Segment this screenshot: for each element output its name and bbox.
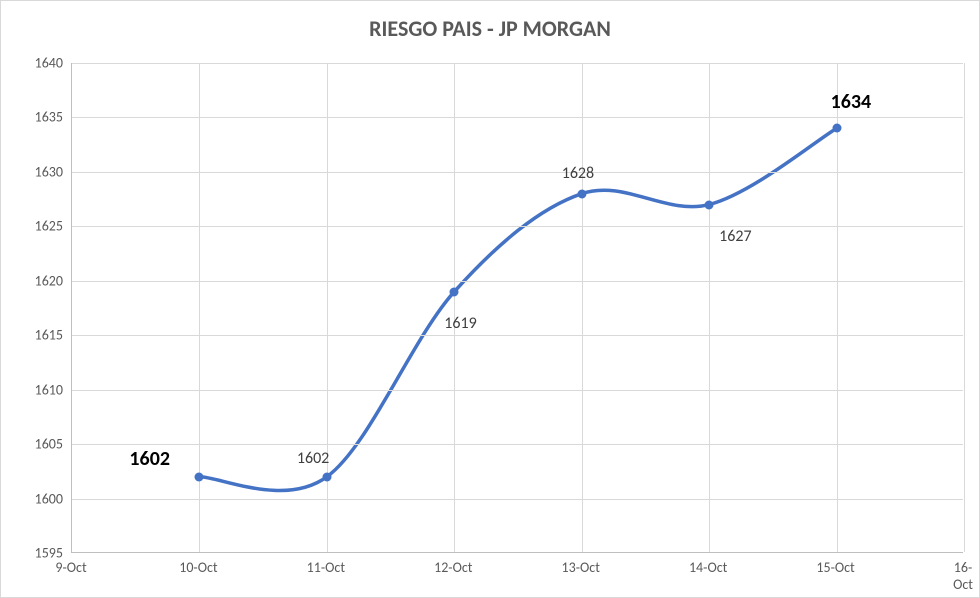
- data-point-marker: [705, 200, 714, 209]
- grid-line-horizontal: [72, 390, 963, 391]
- grid-line-horizontal: [72, 172, 963, 173]
- grid-line-vertical: [964, 63, 965, 552]
- data-point-label: 1602: [297, 449, 329, 468]
- y-axis-tick-label: 1625: [19, 218, 63, 235]
- x-axis-tick-label: 10-Oct: [179, 559, 217, 576]
- x-axis-tick-label: 14-Oct: [689, 559, 727, 576]
- data-point-marker: [195, 472, 204, 481]
- y-axis-tick-label: 1610: [19, 381, 63, 398]
- x-axis-tick-label: 12-Oct: [434, 559, 472, 576]
- data-point-label: 1602: [129, 447, 170, 471]
- grid-line-horizontal: [72, 63, 963, 64]
- grid-line-horizontal: [72, 226, 963, 227]
- data-point-label: 1627: [719, 227, 751, 246]
- x-axis-tick-label: 9-Oct: [55, 559, 86, 576]
- grid-line-horizontal: [72, 281, 963, 282]
- y-axis-tick-label: 1600: [19, 490, 63, 507]
- x-axis-tick-label: 13-Oct: [562, 559, 600, 576]
- x-axis-tick-label: 15-Oct: [816, 559, 854, 576]
- y-axis-tick-label: 1630: [19, 163, 63, 180]
- data-point-label: 1628: [562, 164, 594, 183]
- grid-line-horizontal: [72, 335, 963, 336]
- y-axis-tick-label: 1615: [19, 327, 63, 344]
- data-point-label: 1619: [444, 314, 476, 333]
- data-point-marker: [577, 189, 586, 198]
- data-point-marker: [450, 287, 459, 296]
- grid-line-vertical: [709, 63, 710, 552]
- y-axis-tick-label: 1620: [19, 272, 63, 289]
- y-axis-tick-label: 1640: [19, 55, 63, 72]
- grid-line-horizontal: [72, 117, 963, 118]
- data-point-marker: [832, 124, 841, 133]
- chart-title: RIESGO PAIS - JP MORGAN: [1, 15, 979, 42]
- x-axis-tick-label: 11-Oct: [307, 559, 345, 576]
- series-line: [199, 128, 836, 490]
- plot-area: 1602 1602 1619 1628 1627 1634: [71, 63, 963, 553]
- line-path-layer: [72, 63, 964, 553]
- grid-line-horizontal: [72, 444, 963, 445]
- grid-line-vertical: [837, 63, 838, 552]
- grid-line-vertical: [582, 63, 583, 552]
- y-axis-tick-label: 1635: [19, 109, 63, 126]
- y-axis-tick-label: 1605: [19, 436, 63, 453]
- grid-line-vertical: [454, 63, 455, 552]
- data-point-marker: [322, 472, 331, 481]
- chart-container: RIESGO PAIS - JP MORGAN 1602 1602 1619 1628…: [0, 0, 980, 598]
- x-axis-tick-label: 16-Oct: [953, 559, 973, 593]
- data-point-label: 1634: [831, 90, 872, 114]
- grid-line-horizontal: [72, 499, 963, 500]
